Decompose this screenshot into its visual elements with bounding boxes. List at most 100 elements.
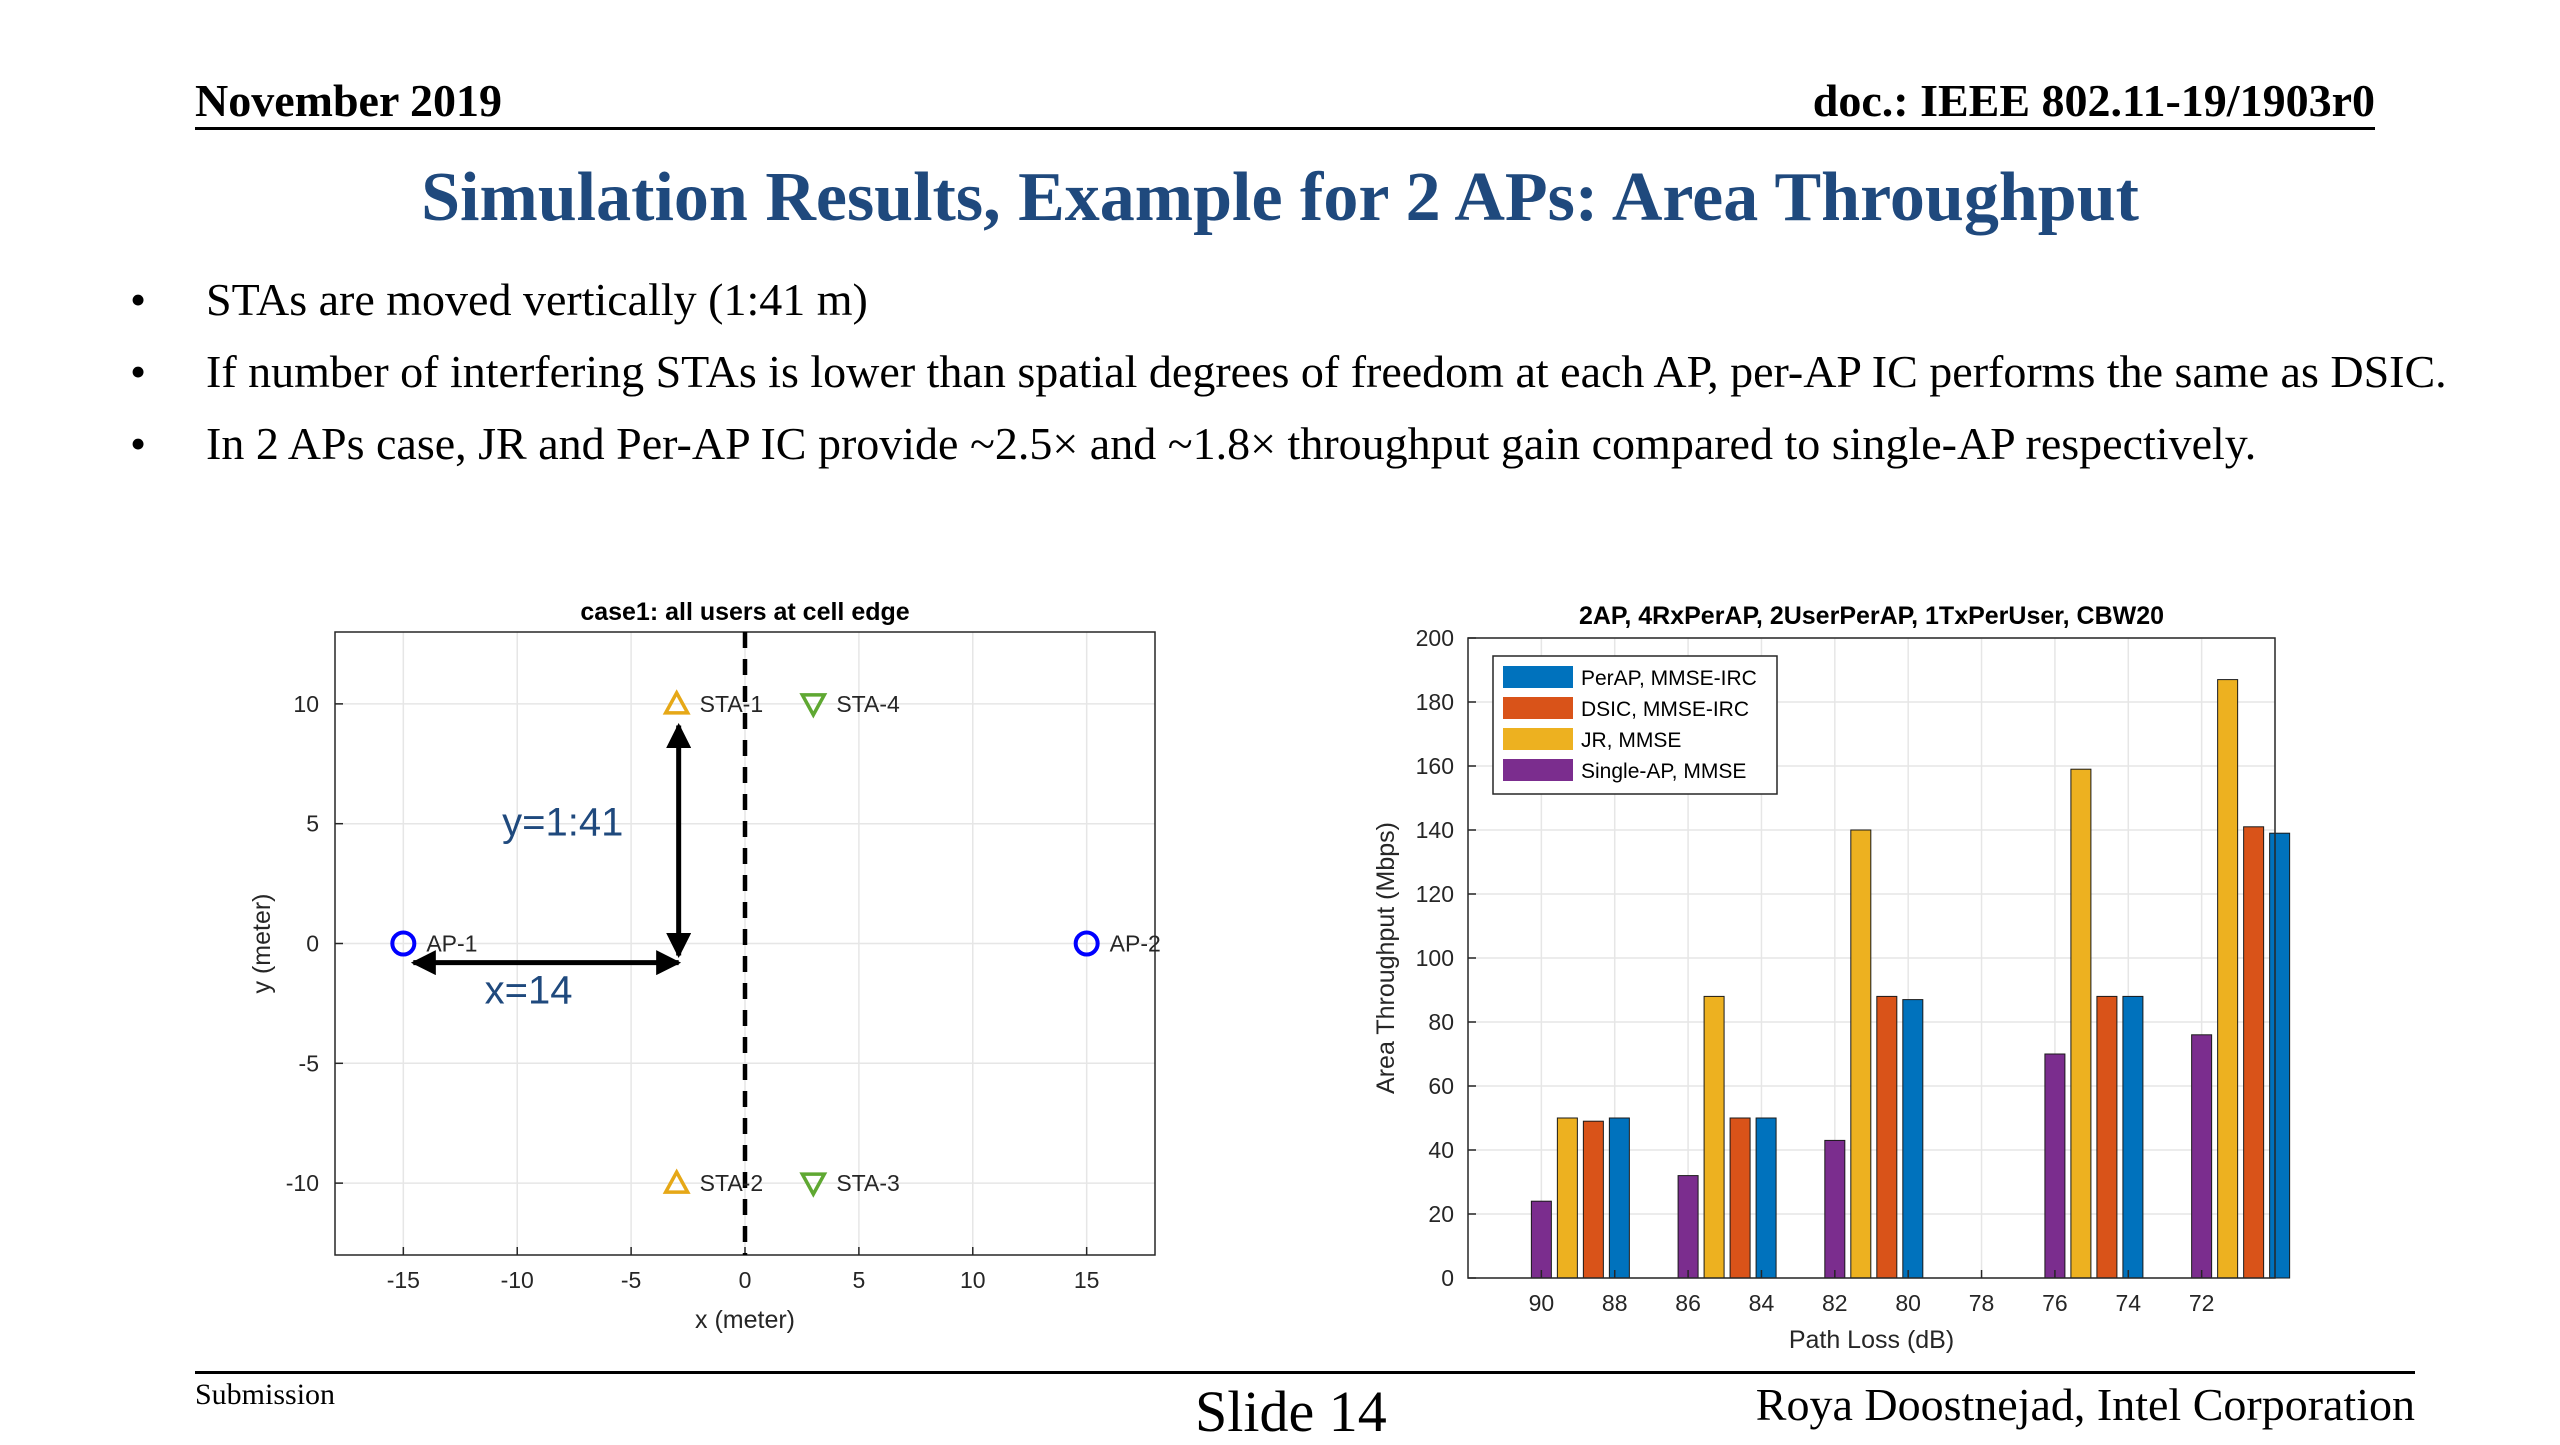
point-ap-2-label: AP-2 (1110, 931, 1161, 957)
bar (2070, 768, 2092, 1279)
x-tick-label: 86 (1675, 1290, 1701, 1316)
bar (2217, 679, 2239, 1279)
legend-label: Single-AP, MMSE (1581, 760, 1746, 783)
y-tick-label: 120 (1416, 881, 1454, 907)
x-tick-label: 84 (1749, 1290, 1775, 1316)
chart-title: case1: all users at cell edge (580, 598, 909, 626)
bar (2122, 995, 2144, 1279)
y-tick-label: 80 (1428, 1009, 1454, 1035)
bar (1677, 1175, 1699, 1279)
x-tick-label: 76 (2042, 1290, 2068, 1316)
bar (1902, 999, 1924, 1279)
y-tick-label: 140 (1416, 817, 1454, 843)
header-doc-id: doc.: IEEE 802.11-19/1903r0 (1812, 75, 2375, 126)
bullet-item: • In 2 APs case, JR and Per-AP IC provid… (130, 414, 2510, 474)
x-tick-label: -5 (621, 1267, 641, 1293)
legend-swatch (1503, 728, 1573, 750)
bar (2269, 832, 2291, 1279)
legend-swatch (1503, 759, 1573, 781)
footer-submission: Submission (195, 1378, 336, 1411)
point-sta-4-label: STA-4 (836, 691, 900, 717)
y-tick-label: 200 (1416, 625, 1454, 651)
bar (2096, 995, 2118, 1279)
y-tick-label: 0 (306, 931, 319, 957)
bullet-item: • STAs are moved vertically (1:41 m) (130, 270, 2510, 330)
bullet-text: In 2 APs case, JR and Per-AP IC provide … (206, 418, 2257, 469)
bullet-marker: • (130, 418, 147, 469)
bar (2243, 826, 2265, 1279)
bar (1755, 1117, 1777, 1279)
x-axis-label: Path Loss (dB) (1789, 1326, 1954, 1354)
x-tick-label: -10 (501, 1267, 534, 1293)
bar (1556, 1117, 1578, 1279)
footer-slide-number: Slide 14 (1195, 1379, 1387, 1444)
bullet-marker: • (130, 274, 147, 325)
bar (2191, 1034, 2213, 1279)
y-tick-label: 40 (1428, 1137, 1454, 1163)
bar (2044, 1053, 2066, 1279)
x-tick-label: 15 (1074, 1267, 1100, 1293)
x-tick-label: 88 (1602, 1290, 1628, 1316)
y-tick-label: 160 (1416, 753, 1454, 779)
y-axis-label: y (meter) (248, 894, 276, 994)
scatter-chart: -15 -10 -5 0 5 10 15 10 5 0 -5 -10 case1: all users … (248, 598, 1161, 1334)
point-sta-1-marker (662, 689, 691, 715)
bullet-item: • If number of interfering STAs is lower… (130, 342, 2510, 402)
point-ap-1-marker (390, 930, 417, 957)
point-ap-1-label: AP-1 (426, 931, 477, 957)
y-tick-label: 5 (306, 811, 319, 837)
bar (1824, 1139, 1846, 1279)
bullet-list: • STAs are moved vertically (1:41 m) • I… (130, 270, 2510, 486)
x-tick-label: 5 (852, 1267, 865, 1293)
x-tick-label: 74 (2115, 1290, 2141, 1316)
point-sta-2-label: STA-2 (700, 1170, 763, 1196)
slide-title: Simulation Results, Example for 2 APs: A… (421, 159, 2139, 236)
x-tick-label: -15 (387, 1267, 420, 1293)
x-tick-label: 82 (1822, 1290, 1848, 1316)
footer-rule (195, 1371, 2415, 1374)
bullet-text: If number of interfering STAs is lower t… (206, 346, 2447, 397)
annotation-label: x=14 (485, 968, 573, 1012)
y-axis-label: Area Throughput (Mbps) (1372, 822, 1400, 1094)
point-sta-4-marker (799, 693, 828, 719)
legend-label: DSIC, MMSE-IRC (1581, 698, 1749, 721)
bullet-text: STAs are moved vertically (1:41 m) (206, 274, 868, 325)
x-tick-label: 72 (2189, 1290, 2215, 1316)
bar (1703, 995, 1725, 1279)
bar (1850, 829, 1872, 1279)
y-tick-label: 100 (1416, 945, 1454, 971)
y-tick-label: 180 (1416, 689, 1454, 715)
annotation-label: y=1:41 (502, 801, 623, 845)
point-sta-1-label: STA-1 (700, 691, 763, 717)
x-tick-label: 80 (1895, 1290, 1921, 1316)
bar (1876, 995, 1898, 1279)
legend-label: JR, MMSE (1581, 729, 1681, 752)
y-tick-label: 10 (293, 691, 319, 717)
header-date: November 2019 (195, 75, 503, 126)
y-tick-label: -10 (286, 1170, 319, 1196)
y-tick-label: -5 (299, 1050, 319, 1076)
x-tick-label: 0 (739, 1267, 752, 1293)
x-axis-label: x (meter) (695, 1306, 795, 1334)
legend-swatch (1503, 697, 1573, 719)
bullet-marker: • (130, 346, 147, 397)
bar-chart: 90 88 86 84 82 80 78 76 74 72 0 20 40 60 80 100 120 140 16… (1372, 602, 2291, 1354)
y-tick-label: 0 (1441, 1265, 1454, 1291)
x-tick-label: 90 (1529, 1290, 1555, 1316)
bar (1582, 1120, 1604, 1279)
legend-label: PerAP, MMSE-IRC (1581, 667, 1757, 690)
bar (1608, 1117, 1630, 1279)
point-sta-3-marker (799, 1172, 828, 1198)
x-tick-label: 78 (1969, 1290, 1995, 1316)
header-rule (195, 127, 2375, 130)
point-sta-2-marker (662, 1168, 691, 1194)
y-tick-label: 20 (1428, 1201, 1454, 1227)
point-sta-3-label: STA-3 (836, 1170, 899, 1196)
y-tick-label: 60 (1428, 1073, 1454, 1099)
bar (1729, 1117, 1751, 1279)
chart-title: 2AP, 4RxPerAP, 2UserPerAP, 1TxPerUser, C… (1579, 602, 2164, 630)
x-tick-label: 10 (960, 1267, 986, 1293)
footer-author: Roya Doostnejad, Intel Corporation (1755, 1379, 2415, 1430)
point-ap-2-marker (1073, 930, 1100, 957)
legend-swatch (1503, 666, 1573, 688)
